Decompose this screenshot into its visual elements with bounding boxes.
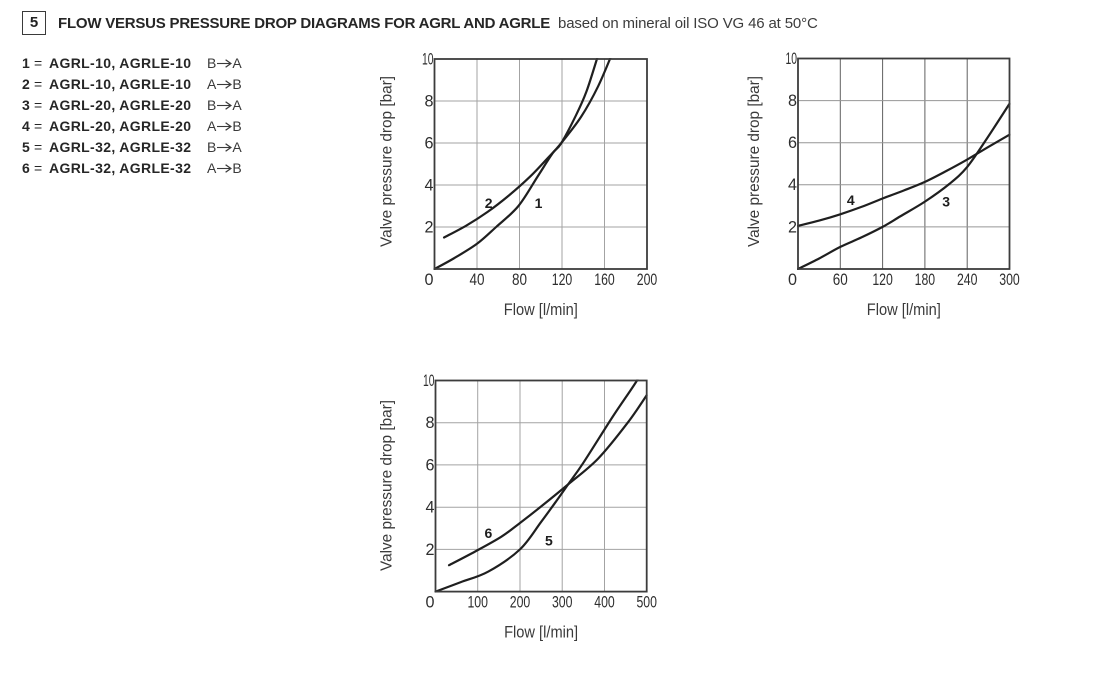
svg-text:10: 10 (423, 371, 435, 390)
svg-text:10: 10 (786, 49, 798, 68)
svg-text:300: 300 (999, 270, 1020, 289)
svg-text:300: 300 (552, 593, 573, 612)
svg-text:4: 4 (425, 175, 434, 194)
svg-text:10: 10 (422, 49, 434, 68)
svg-text:4: 4 (426, 498, 435, 517)
svg-text:80: 80 (512, 270, 527, 289)
svg-text:1: 1 (535, 195, 543, 211)
svg-text:180: 180 (915, 270, 936, 289)
svg-text:6: 6 (485, 525, 493, 541)
svg-text:4: 4 (847, 192, 855, 208)
svg-text:2: 2 (425, 217, 434, 236)
svg-text:100: 100 (467, 593, 488, 612)
svg-text:Valve pressure drop [bar]: Valve pressure drop [bar] (746, 76, 763, 247)
svg-text:0: 0 (425, 270, 434, 289)
svg-text:4: 4 (788, 175, 797, 194)
svg-text:200: 200 (510, 593, 531, 612)
svg-text:6: 6 (426, 455, 435, 474)
svg-text:Valve pressure drop [bar]: Valve pressure drop [bar] (379, 76, 396, 247)
svg-text:Flow [l/min]: Flow [l/min] (504, 623, 578, 642)
svg-text:2: 2 (485, 195, 493, 211)
svg-text:0: 0 (426, 593, 435, 612)
svg-text:0: 0 (788, 270, 797, 289)
svg-text:8: 8 (426, 413, 435, 432)
svg-text:2: 2 (426, 540, 435, 559)
svg-text:2: 2 (788, 217, 797, 236)
svg-text:6: 6 (425, 133, 434, 152)
svg-text:Valve pressure drop [bar]: Valve pressure drop [bar] (379, 400, 396, 571)
svg-text:5: 5 (545, 532, 553, 548)
svg-text:3: 3 (942, 194, 950, 210)
svg-text:500: 500 (636, 593, 657, 612)
svg-text:40: 40 (470, 270, 485, 289)
svg-text:160: 160 (594, 270, 615, 289)
svg-text:200: 200 (637, 270, 658, 289)
svg-text:240: 240 (957, 270, 978, 289)
svg-text:60: 60 (833, 270, 848, 289)
svg-text:Flow [l/min]: Flow [l/min] (867, 300, 941, 319)
svg-text:Flow [l/min]: Flow [l/min] (504, 300, 578, 319)
svg-text:6: 6 (788, 133, 797, 152)
svg-text:8: 8 (788, 91, 797, 110)
svg-text:400: 400 (594, 593, 615, 612)
svg-text:120: 120 (872, 270, 893, 289)
svg-text:8: 8 (425, 91, 434, 110)
svg-text:120: 120 (552, 270, 573, 289)
